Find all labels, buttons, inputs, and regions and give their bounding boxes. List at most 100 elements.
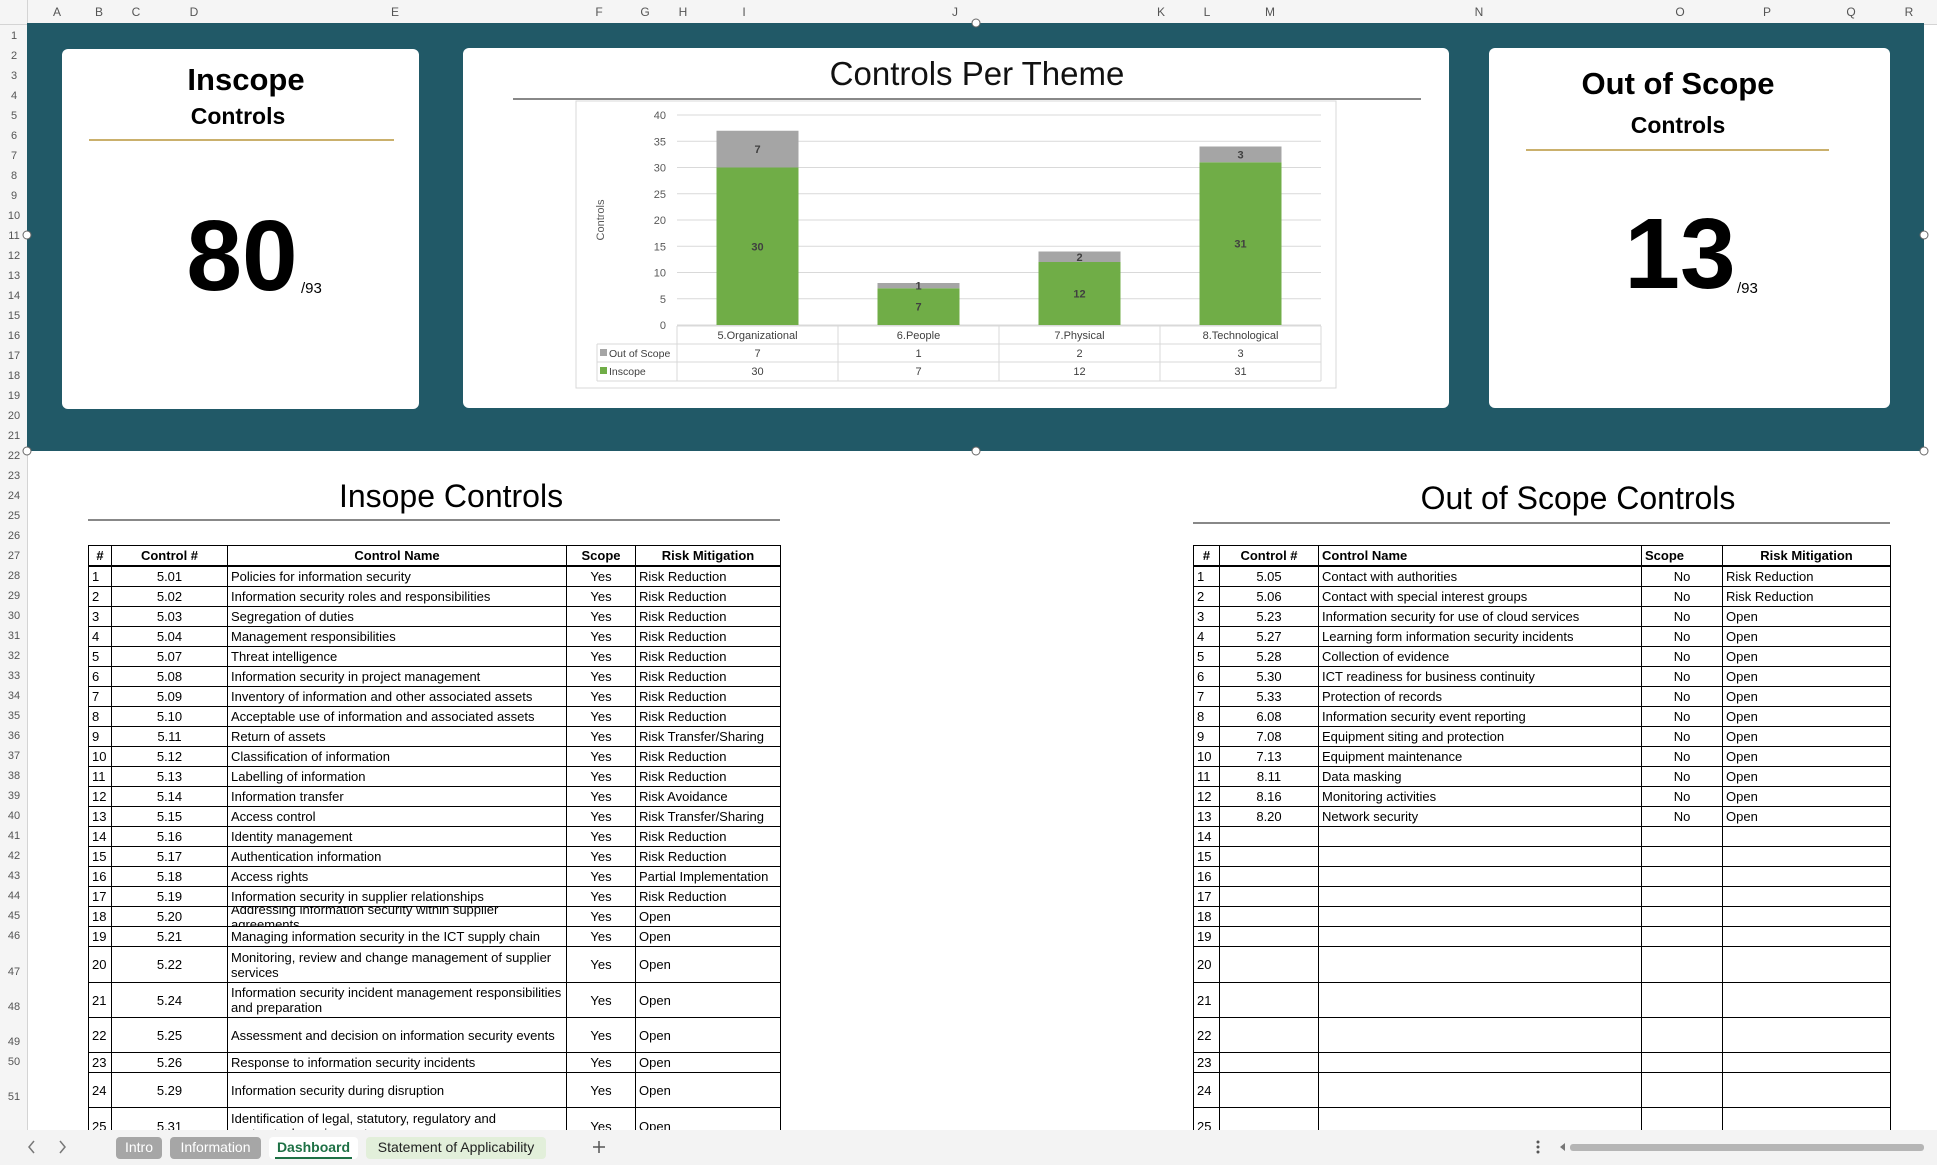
table-cell[interactable]: Information security in supplier relatio…: [227, 886, 567, 907]
add-sheet-button[interactable]: [593, 1141, 605, 1153]
row-header[interactable]: 3: [11, 70, 17, 82]
table-cell[interactable]: 5.33: [1219, 686, 1319, 707]
table-cell[interactable]: 5.15: [111, 806, 228, 827]
table-cell[interactable]: Return of assets: [227, 726, 567, 747]
table-cell[interactable]: Yes: [566, 786, 636, 807]
row-header[interactable]: 10: [8, 210, 20, 222]
table-cell[interactable]: 2: [1193, 586, 1220, 607]
row-header[interactable]: 20: [8, 410, 20, 422]
empty-cell[interactable]: [1318, 946, 1642, 983]
column-header[interactable]: M: [1265, 5, 1275, 19]
empty-cell[interactable]: [1318, 866, 1642, 887]
table-cell[interactable]: Yes: [566, 726, 636, 747]
table-cell[interactable]: 17: [88, 886, 112, 907]
table-cell[interactable]: Open: [1722, 806, 1891, 827]
empty-cell[interactable]: [1641, 846, 1723, 867]
table-cell[interactable]: 7.08: [1219, 726, 1319, 747]
empty-cell[interactable]: [1641, 982, 1723, 1018]
table-cell[interactable]: No: [1641, 686, 1723, 707]
tab-scroll-arrows[interactable]: [28, 1140, 66, 1154]
table-cell[interactable]: 7: [88, 686, 112, 707]
row-header[interactable]: 47: [8, 966, 20, 978]
row-header[interactable]: 9: [11, 190, 17, 202]
table-cell[interactable]: Contact with special interest groups: [1318, 586, 1642, 607]
table-cell[interactable]: 12: [88, 786, 112, 807]
table-cell[interactable]: 8.11: [1219, 766, 1319, 787]
table-cell[interactable]: Equipment maintenance: [1318, 746, 1642, 767]
table-cell[interactable]: 23: [1193, 1052, 1220, 1073]
sheet-tab-label[interactable]: Dashboard: [277, 1139, 350, 1155]
empty-cell[interactable]: [1722, 1052, 1891, 1073]
table-cell[interactable]: Network security: [1318, 806, 1642, 827]
column-header[interactable]: L: [1204, 5, 1211, 19]
header-cell[interactable]: Control Name: [227, 545, 567, 567]
empty-cell[interactable]: [1722, 946, 1891, 983]
row-header[interactable]: 13: [8, 270, 20, 282]
empty-cell[interactable]: [1318, 1072, 1642, 1108]
empty-cell[interactable]: [1318, 926, 1642, 947]
empty-cell[interactable]: [1722, 1107, 1891, 1130]
table-cell[interactable]: 19: [88, 926, 112, 947]
table-cell[interactable]: Yes: [566, 1017, 636, 1053]
table-cell[interactable]: 25: [88, 1107, 112, 1130]
scroll-left[interactable]: [1560, 1143, 1565, 1151]
table-cell[interactable]: Managing information security in the ICT…: [227, 926, 567, 947]
table-cell[interactable]: Risk Reduction: [635, 565, 781, 587]
table-cell[interactable]: Yes: [566, 1052, 636, 1073]
empty-cell[interactable]: [1219, 886, 1319, 907]
table-cell[interactable]: 5.02: [111, 586, 228, 607]
table-cell[interactable]: 13: [88, 806, 112, 827]
table-cell[interactable]: 20: [1193, 946, 1220, 983]
table-cell[interactable]: Classification of information: [227, 746, 567, 767]
table-cell[interactable]: 11: [1193, 766, 1220, 787]
table-cell[interactable]: Yes: [566, 766, 636, 787]
table-cell[interactable]: 5: [88, 646, 112, 667]
table-cell[interactable]: Open: [635, 906, 781, 927]
empty-cell[interactable]: [1318, 846, 1642, 867]
table-cell[interactable]: Yes: [566, 646, 636, 667]
table-cell[interactable]: Information security incident management…: [227, 982, 567, 1018]
header-cell[interactable]: #: [88, 545, 112, 567]
table-cell[interactable]: No: [1641, 806, 1723, 827]
sheet-tab[interactable]: [366, 1137, 546, 1159]
table-cell[interactable]: Yes: [566, 606, 636, 627]
empty-cell[interactable]: [1722, 866, 1891, 887]
table-cell[interactable]: Information security during disruption: [227, 1072, 567, 1108]
column-header[interactable]: P: [1763, 5, 1771, 19]
handle[interactable]: [971, 446, 981, 456]
table-cell[interactable]: Yes: [566, 686, 636, 707]
table-cell[interactable]: 14: [1193, 826, 1220, 847]
table-cell[interactable]: 1: [88, 565, 112, 587]
table-cell[interactable]: No: [1641, 786, 1723, 807]
table-cell[interactable]: 10: [88, 746, 112, 767]
table-cell[interactable]: 5.22: [111, 946, 228, 983]
column-header[interactable]: I: [742, 5, 745, 19]
table-cell[interactable]: 5.06: [1219, 586, 1319, 607]
table-cell[interactable]: Open: [1722, 646, 1891, 667]
table-cell[interactable]: 5.18: [111, 866, 228, 887]
row-header[interactable]: 8: [11, 170, 17, 182]
table-cell[interactable]: 25: [1193, 1107, 1220, 1130]
row-header[interactable]: 33: [8, 670, 20, 682]
table-cell[interactable]: 5.30: [1219, 666, 1319, 687]
row-header[interactable]: 45: [8, 910, 20, 922]
table-cell[interactable]: Risk Reduction: [635, 766, 781, 787]
column-header[interactable]: H: [679, 5, 688, 19]
row-header[interactable]: 4: [11, 90, 17, 102]
column-header[interactable]: B: [95, 5, 103, 19]
table-cell[interactable]: Monitoring, review and change management…: [227, 946, 567, 983]
table-cell[interactable]: 18: [88, 906, 112, 927]
table-cell[interactable]: 5.14: [111, 786, 228, 807]
row-header[interactable]: 35: [8, 710, 20, 722]
table-cell[interactable]: Open: [1722, 706, 1891, 727]
table-cell[interactable]: No: [1641, 746, 1723, 767]
table-cell[interactable]: 20: [88, 946, 112, 983]
column-header[interactable]: E: [391, 5, 399, 19]
table-cell[interactable]: Risk Reduction: [635, 606, 781, 627]
table-cell[interactable]: 5.23: [1219, 606, 1319, 627]
table-cell[interactable]: Open: [635, 1052, 781, 1073]
table-cell[interactable]: 5.26: [111, 1052, 228, 1073]
row-header[interactable]: 31: [8, 630, 20, 642]
empty-cell[interactable]: [1219, 946, 1319, 983]
row-header[interactable]: 16: [8, 330, 20, 342]
